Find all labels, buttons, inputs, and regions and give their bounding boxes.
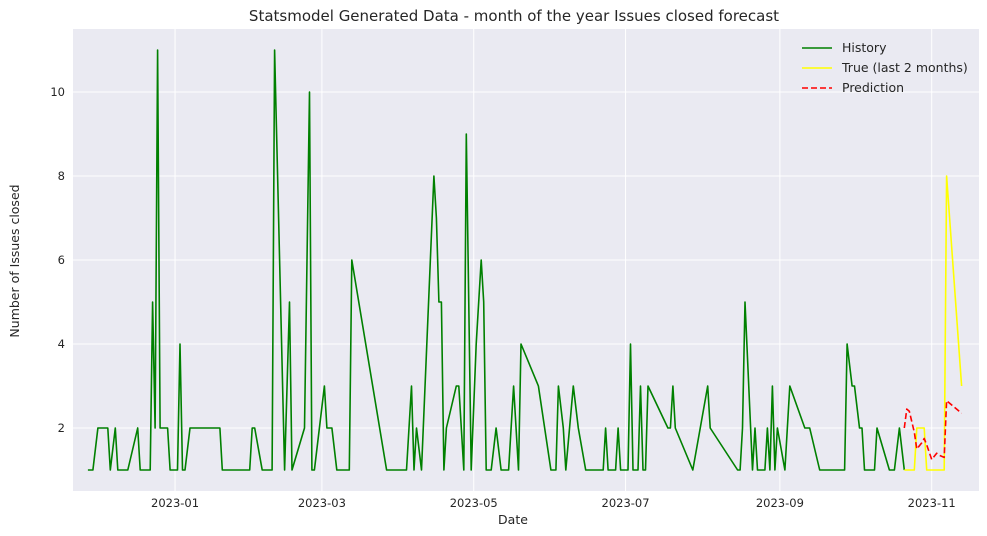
prediction-line <box>903 399 963 461</box>
legend-label-true: True (last 2 months) <box>841 60 968 75</box>
history-line <box>87 49 906 471</box>
series-layer <box>87 49 963 471</box>
x-tick-label: 2023-11 <box>908 496 956 510</box>
y-axis-label: Number of Issues closed <box>7 184 22 337</box>
y-tick-label: 4 <box>58 337 65 351</box>
y-tick-label: 2 <box>58 421 65 435</box>
x-tick-label: 2023-03 <box>298 496 346 510</box>
x-tick-label: 2023-07 <box>602 496 650 510</box>
grid <box>73 29 979 491</box>
x-tick-label: 2023-01 <box>151 496 199 510</box>
x-ticks: 2023-01 2023-03 2023-05 2023-07 2023-09 2023-… <box>151 496 956 510</box>
legend: History True (last 2 months) Prediction <box>802 40 968 95</box>
y-tick-label: 8 <box>58 169 65 183</box>
x-axis-label: Date <box>498 512 528 527</box>
y-ticks: 2 4 6 8 10 <box>50 85 65 435</box>
legend-label-history: History <box>842 40 887 55</box>
y-tick-label: 10 <box>50 85 65 99</box>
y-tick-label: 6 <box>58 253 65 267</box>
x-tick-label: 2023-05 <box>450 496 498 510</box>
true-line <box>904 175 963 471</box>
chart-title: Statsmodel Generated Data - month of the… <box>249 7 779 25</box>
legend-label-prediction: Prediction <box>842 80 904 95</box>
x-tick-label: 2023-09 <box>756 496 804 510</box>
